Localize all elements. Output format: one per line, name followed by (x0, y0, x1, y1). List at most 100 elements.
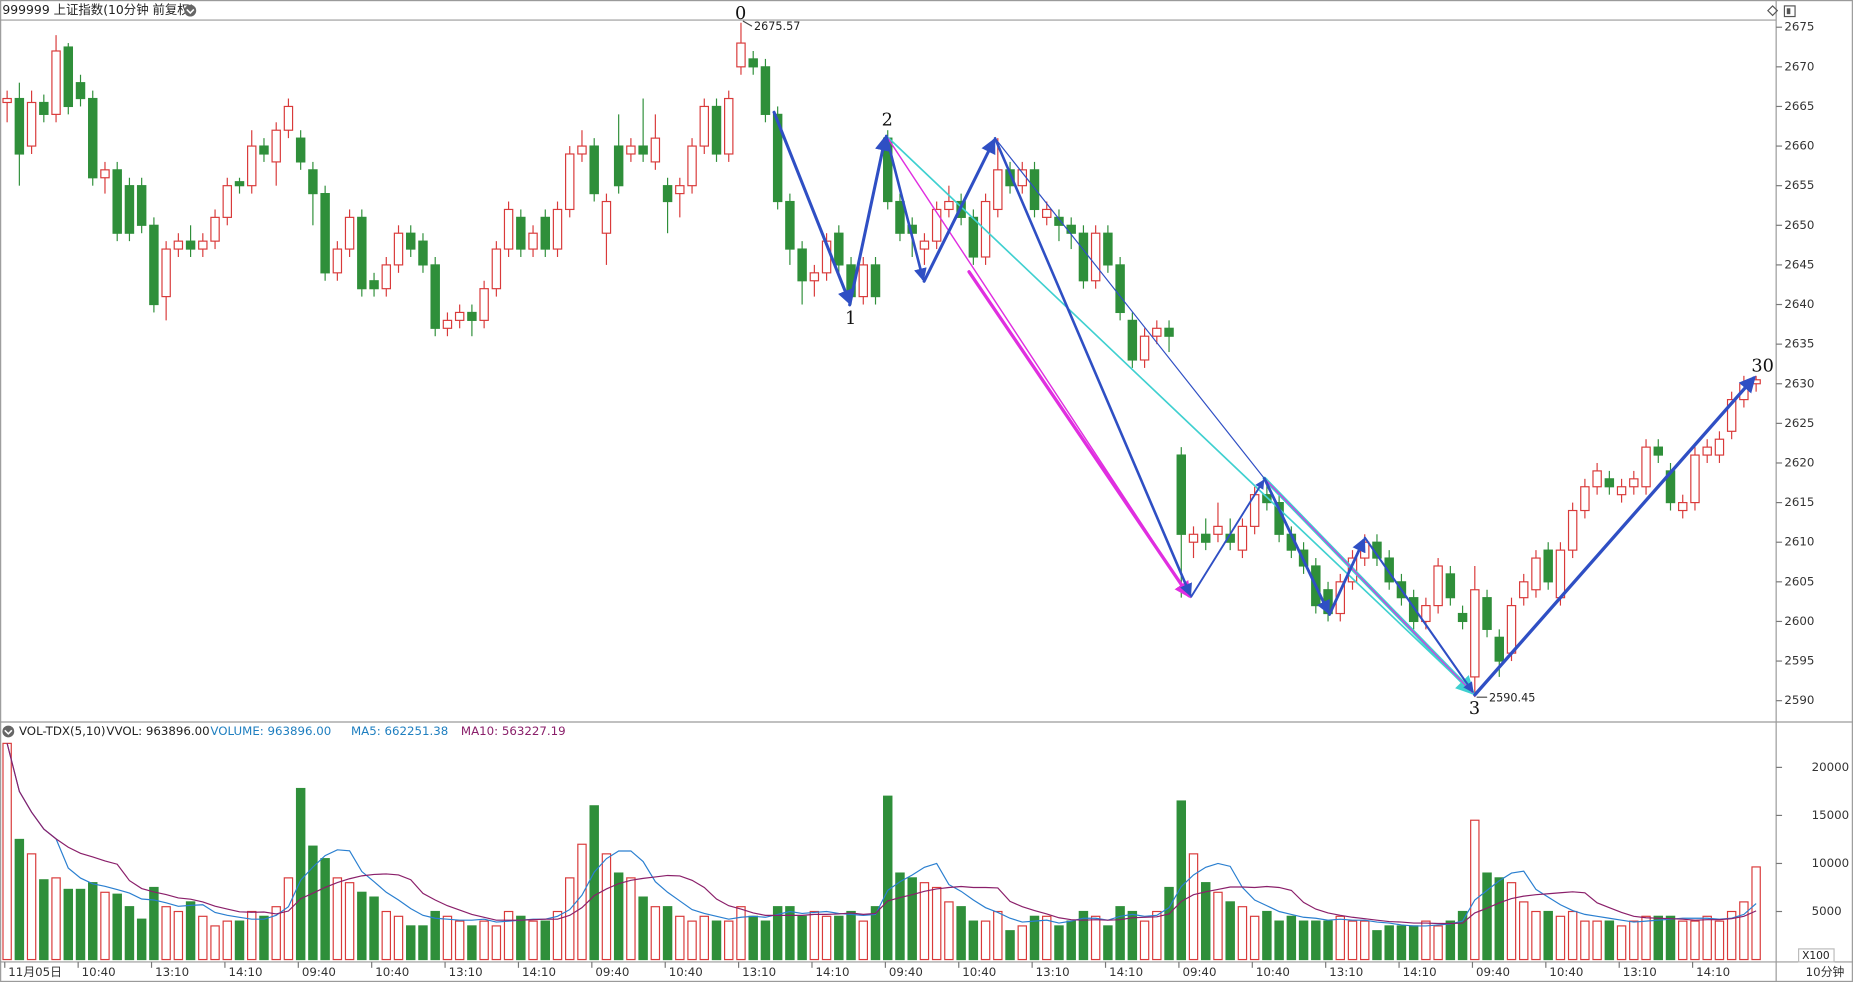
candle-body (222, 185, 233, 218)
volume-bar (491, 925, 502, 961)
candle-body (173, 240, 184, 250)
x-tick-label: 10:40 (1549, 965, 1583, 979)
candle-body (711, 105, 722, 155)
volume-bar (1690, 920, 1700, 961)
volume-bar (1408, 925, 1419, 961)
volume-bar (357, 891, 367, 961)
blue-line (1473, 375, 1756, 697)
volume-bar (540, 920, 551, 961)
volume-bar (222, 920, 233, 961)
y-tick-label: 5000 (1812, 904, 1842, 918)
candle-body (687, 145, 697, 187)
draw-tool-button[interactable] (1767, 5, 1779, 17)
candle-body (1702, 446, 1712, 456)
volume-bar (173, 910, 184, 961)
volume-bar (1494, 877, 1505, 961)
volume-bar (1665, 915, 1676, 961)
y-tick-label: 2640 (1784, 297, 1814, 311)
window-button[interactable] (1783, 5, 1796, 18)
candle-body (809, 272, 820, 282)
candle-body (944, 200, 954, 211)
candle-body (124, 185, 135, 234)
volume-bar (1616, 925, 1627, 961)
blue-line (848, 135, 891, 307)
volume-bar (1078, 910, 1089, 961)
x-tick-label: 14:10 (1696, 965, 1730, 979)
volume-bar (161, 906, 171, 961)
volume-bar (1127, 910, 1138, 961)
unit-box (1798, 948, 1835, 963)
y-tick-label: 2660 (1784, 139, 1814, 153)
volume-bar (369, 896, 379, 961)
candle-body (1005, 169, 1015, 187)
x-tick-label: 10:40 (82, 965, 116, 979)
volume-bar (112, 893, 122, 961)
volume-bar (1726, 910, 1737, 961)
candle-body (112, 169, 122, 234)
candle-body (565, 153, 575, 211)
candle-body (14, 97, 25, 155)
volume-bar (1286, 915, 1297, 961)
candle-body (1103, 232, 1113, 266)
y-tick-label: 2630 (1784, 376, 1814, 390)
candle-body (75, 82, 86, 100)
volume-bar (406, 925, 416, 961)
candle-body (785, 200, 795, 250)
candle-body (357, 216, 367, 290)
volume-bar (565, 877, 575, 961)
high-leader (742, 20, 753, 27)
volume-bar (944, 901, 954, 961)
x-tick-label: 13:10 (1623, 965, 1657, 979)
x-tick-label: 09:40 (595, 965, 629, 979)
volume-bar (503, 910, 514, 961)
magenta-line (1263, 478, 1474, 694)
ma5-label: MA5: 662251.38 (351, 724, 448, 738)
volume-bar (1702, 915, 1712, 961)
y-tick-label: 2635 (1784, 337, 1814, 351)
candle-body (895, 200, 905, 234)
blue-line (922, 137, 996, 283)
candle-body (406, 232, 416, 250)
title-menu-button[interactable] (184, 4, 197, 17)
volume-bar (1237, 906, 1248, 961)
volume-bar (919, 882, 930, 961)
volume-ma-line (6, 743, 1757, 925)
volume-bar (883, 795, 893, 961)
volume-bar (185, 901, 196, 961)
y-tick-label: 2600 (1784, 614, 1814, 628)
candle-body (797, 248, 807, 282)
volume-bar (51, 877, 61, 961)
volume-bar (393, 915, 404, 961)
candle-body (993, 169, 1003, 211)
candle-body (369, 280, 379, 290)
indicator-menu-button[interactable] (2, 725, 15, 738)
volume-bar (662, 906, 673, 961)
blue-line (1263, 477, 1330, 615)
volume-bar (136, 918, 147, 961)
x-tick-label: 14:10 (522, 965, 556, 979)
volume-bar (846, 910, 856, 961)
blue-line (1363, 536, 1474, 694)
volume-bar (1042, 915, 1052, 961)
candle-body (26, 101, 37, 147)
candle-body (601, 200, 612, 234)
candle-body (589, 145, 599, 195)
volume-bar (1274, 920, 1284, 961)
x-tick-label: 14:10 (1403, 965, 1437, 979)
volume-bar (1396, 925, 1407, 961)
x-tick-label: 09:40 (889, 965, 923, 979)
volume-bar (1641, 915, 1651, 961)
candle-body (320, 193, 330, 274)
volume-bar (1066, 920, 1076, 961)
candle-body (516, 216, 526, 250)
candle-body (491, 248, 502, 290)
volume-bar (834, 915, 844, 961)
volume-bar (271, 906, 281, 961)
wave-label: 30 (1751, 356, 1774, 376)
candle-body (1616, 486, 1627, 496)
candle-body (1262, 494, 1272, 504)
candle-body (1042, 208, 1052, 218)
